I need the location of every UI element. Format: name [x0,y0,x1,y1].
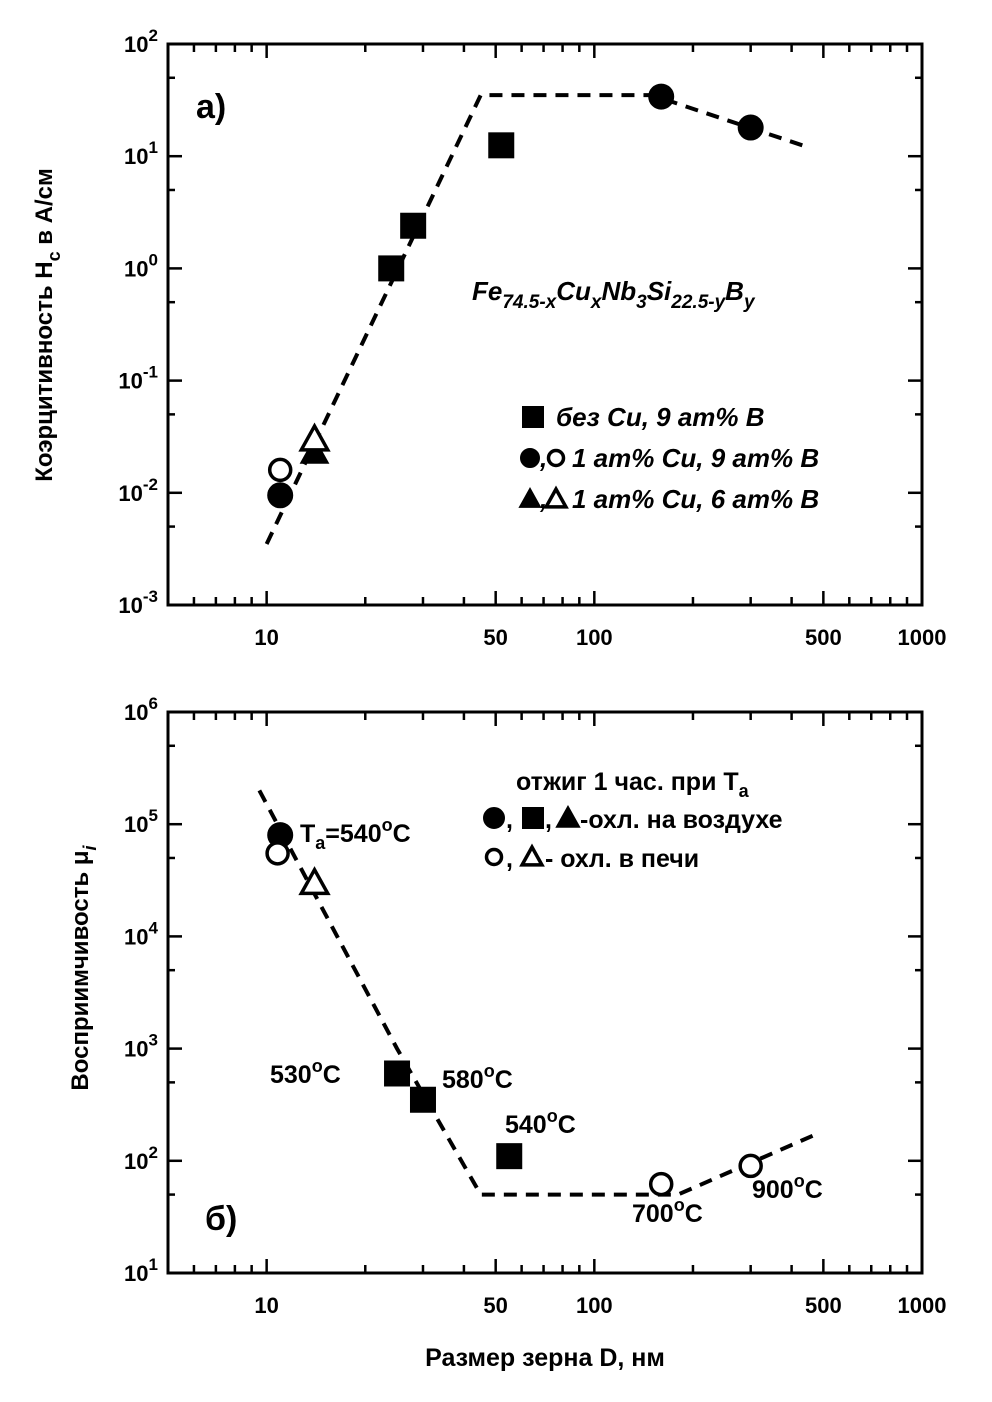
data-point-triangle [543,485,569,509]
data-point-circle [484,847,504,867]
data-point-triangle [518,487,542,508]
legend-label: без Cu, 9 ат% B [556,402,765,432]
legend-item: ,, -охл. на воздухе [483,804,783,834]
temperature-annotation: Ta=540oC [300,815,411,853]
data-point-square [522,406,544,428]
legend-label: - охл. в печи [545,845,699,873]
data-point-triangle [555,804,581,828]
data-point-circle [648,83,675,110]
trend-line-path [264,93,809,545]
x-tick-label: 50 [483,1293,507,1318]
data-point-square [488,132,515,159]
legend-label: -охл. на воздухе [580,806,783,834]
temperature-annotation: 540oC [505,1106,576,1139]
data-point-square [496,1143,523,1170]
chart-panel-b: 10 50 100 500 1000 101 102 103 104 105 106 б) отж… [67,694,946,1372]
legend-title: отжиг 1 час. при Ta [516,768,750,801]
data-point-circle [546,448,566,468]
data-point-circle [738,1153,763,1179]
temperature-annotation: 580oC [442,1061,513,1094]
y-tick-label: 10-2 [118,475,158,506]
data-point-square [384,1060,411,1087]
temperature-annotation: 530oC [270,1056,341,1089]
formula-label: Fe74.5-xCuxNb3Si22.5-yBy [472,276,756,313]
temperature-annotation: 900oC [752,1171,823,1204]
data-point-circle [737,114,764,141]
legend-label: 1 ат% Cu, 9 ат% B [572,443,819,473]
data-point-square [522,807,544,829]
y-axis-label: Восприимчивость μi [67,844,100,1090]
legend-item: , 1 ат% Cu, 6 ат% B [518,484,819,514]
legend-item: без Cu, 9 ат% B [522,402,765,432]
data-points [267,83,764,509]
data-point-square [409,1086,436,1113]
y-tick-label: 106 [124,694,158,725]
data-point-circle [520,448,540,468]
legend-separator: , [539,443,547,473]
y-axis-ticks: 101 102 103 104 105 106 [124,694,922,1286]
y-tick-label: 10-1 [118,363,158,394]
data-point-circle [267,457,293,483]
data-point-circle [483,807,505,829]
x-tick-label: 10 [254,1293,278,1318]
x-tick-label: 10 [254,625,278,650]
legend-separator: , [539,484,547,514]
plot-frame [166,710,924,1275]
data-point-triangle [298,422,331,452]
data-point-circle [265,841,290,866]
data-points [265,822,763,1197]
y-tick-label: 100 [124,250,158,281]
data-point-square [400,212,427,239]
x-axis-label: Размер зерна D, нм [425,1344,665,1372]
y-tick-label: 104 [124,918,158,949]
annotations: Ta=540oC 530oC 580oC 540oC 700oC 900oC [270,815,823,1228]
trend-line [257,789,816,1197]
plot-frame [166,42,924,607]
y-tick-label: 103 [124,1031,158,1062]
panel-label: а) [196,88,226,126]
x-tick-label: 500 [805,625,842,650]
y-tick-label: 101 [124,138,158,169]
legend: ,, -охл. на воздухе, - охл. в печи [483,804,783,873]
y-tick-label: 105 [124,806,158,837]
legend-label: 1 ат% Cu, 6 ат% B [572,484,819,514]
y-tick-label: 102 [124,26,158,57]
data-point-circle [648,1171,674,1197]
x-tick-label: 100 [576,1293,613,1318]
legend: без Cu, 9 ат% B, 1 ат% Cu, 9 ат% B, 1 ат% … [518,402,819,514]
y-tick-label: 102 [124,1143,158,1174]
data-point-triangle [519,843,545,867]
y-tick-label: 101 [124,1255,158,1286]
x-tick-label: 1000 [898,625,947,650]
data-point-triangle [298,866,331,896]
panel-label: б) [205,1200,237,1238]
legend-separator: , [506,845,513,873]
y-axis-ticks: 10-3 10-2 10-1 100 101 102 [118,26,922,618]
x-tick-label: 50 [483,625,507,650]
data-point-circle [267,482,294,509]
x-tick-label: 1000 [898,1293,947,1318]
x-tick-label: 500 [805,1293,842,1318]
x-axis-ticks: 10 50 100 500 1000 [166,712,947,1318]
y-axis-label: Коэрцитивность Hc в А/см [31,168,64,482]
data-point-square [378,255,405,282]
x-axis-ticks: 10 50 100 500 1000 [166,44,947,650]
legend-item: , - охл. в печи [484,843,699,873]
legend-separator: , [545,806,552,834]
y-tick-label: 10-3 [118,587,158,618]
x-tick-label: 100 [576,625,613,650]
temperature-annotation: 700oC [632,1195,703,1228]
trend-line-path [257,789,816,1197]
legend-item: , 1 ат% Cu, 9 ат% B [520,443,819,473]
legend-separator: , [506,806,513,834]
trend-line [264,93,809,545]
